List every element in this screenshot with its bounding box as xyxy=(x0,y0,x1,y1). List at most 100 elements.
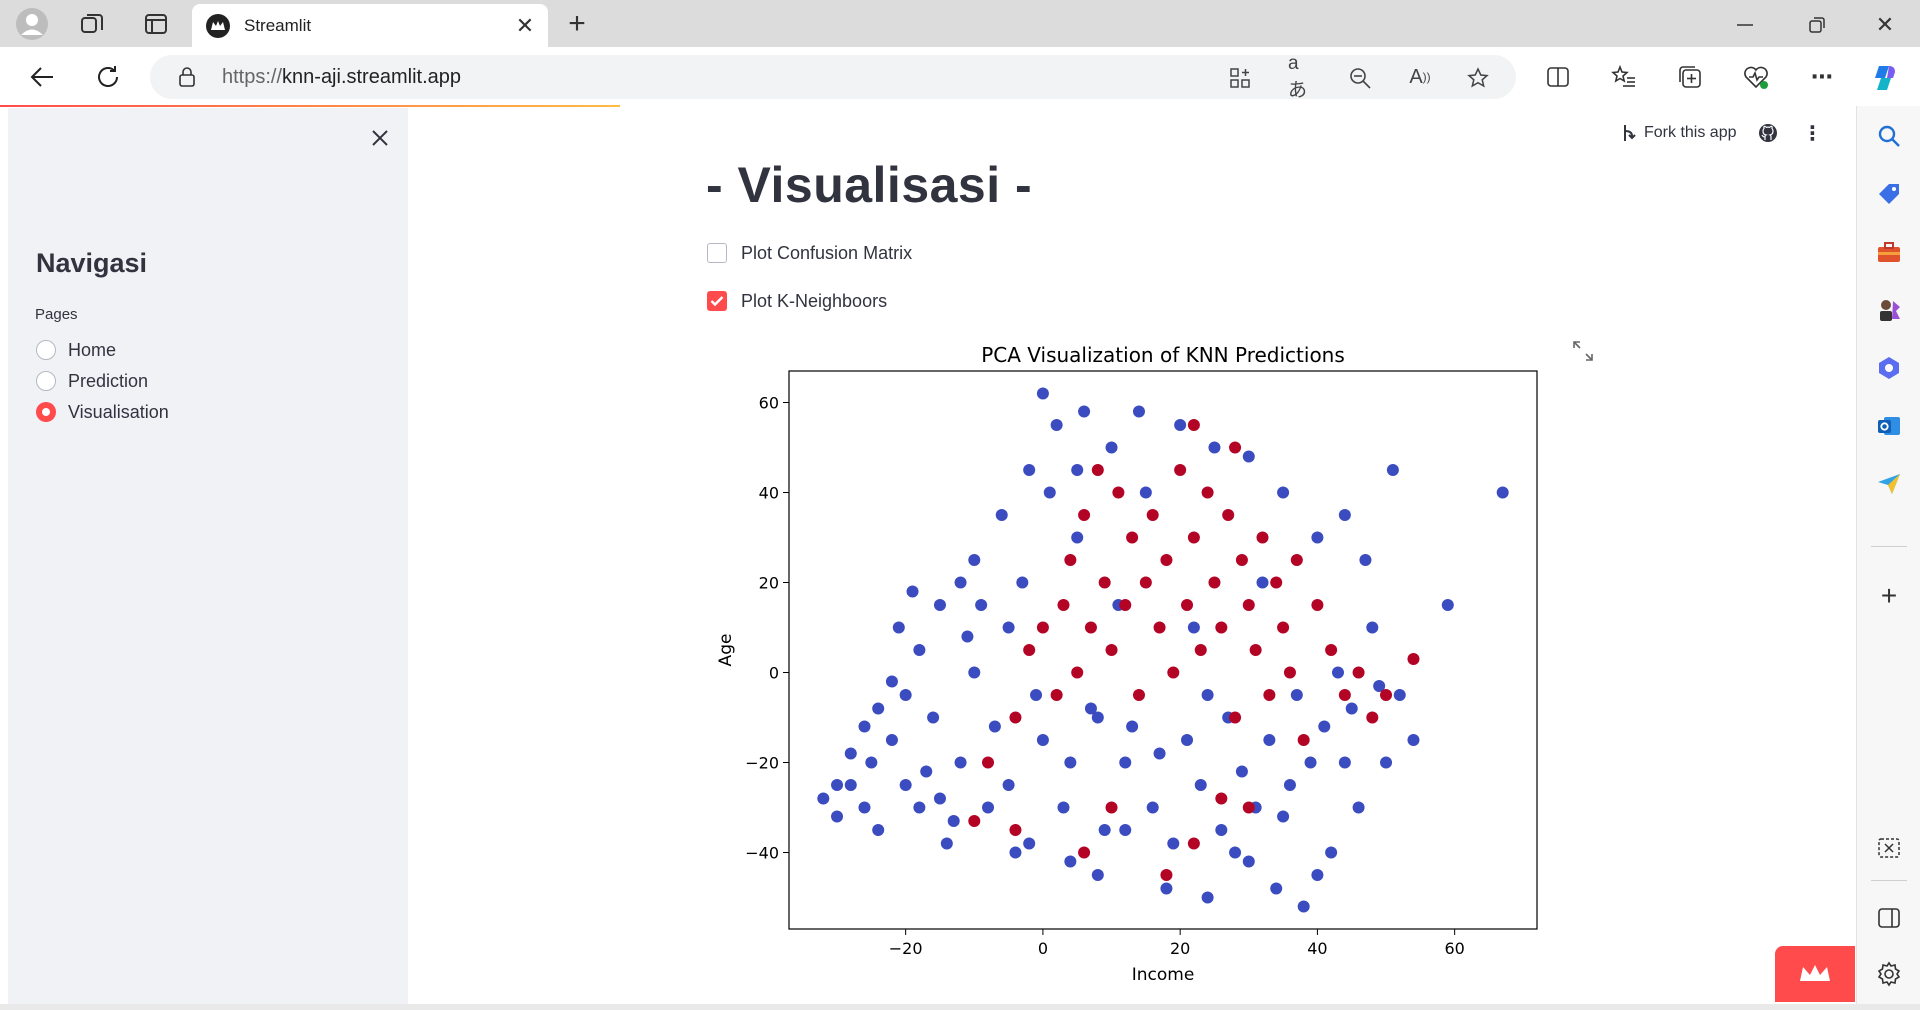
radio-circle[interactable] xyxy=(36,371,56,391)
tab-actions-icon[interactable] xyxy=(142,10,170,38)
data-point xyxy=(1050,419,1063,431)
url-text[interactable]: https://knn-aji.streamlit.app xyxy=(222,66,461,88)
data-point xyxy=(1078,846,1091,859)
close-window-icon[interactable]: ✕ xyxy=(1875,12,1895,37)
favorite-star-icon[interactable] xyxy=(1466,66,1490,90)
close-tab-icon[interactable]: ✕ xyxy=(515,13,535,38)
zoom-out-icon[interactable] xyxy=(1348,66,1372,90)
browser-essentials-icon[interactable] xyxy=(1742,63,1770,91)
data-point xyxy=(975,599,988,611)
data-point xyxy=(1380,689,1393,701)
data-point xyxy=(872,702,885,715)
radio-page-visualisation[interactable]: Visualisation xyxy=(36,399,169,425)
axes: −20 0 20 40 60 −40 −20 0 20 40 60 xyxy=(745,394,1465,959)
radio-page-prediction[interactable]: Prediction xyxy=(36,368,148,394)
data-point xyxy=(1249,644,1262,656)
data-point xyxy=(1153,747,1166,760)
data-point xyxy=(1229,846,1242,859)
more-options-icon[interactable]: ⋯ xyxy=(1811,64,1833,89)
restore-icon[interactable] xyxy=(1802,10,1832,40)
data-point xyxy=(1174,464,1187,476)
data-point xyxy=(1009,711,1022,724)
data-point xyxy=(968,666,981,679)
hide-sidebar-icon[interactable] xyxy=(1873,902,1905,934)
scatter-points xyxy=(817,387,1509,913)
data-point xyxy=(1352,801,1365,814)
data-point xyxy=(865,756,878,769)
data-point xyxy=(1071,464,1084,476)
data-point xyxy=(1139,486,1152,499)
search-icon[interactable] xyxy=(1873,120,1905,152)
add-app-icon[interactable]: + xyxy=(1880,580,1898,611)
checkbox-confusion-matrix[interactable]: Plot Confusion Matrix xyxy=(707,240,912,266)
data-point xyxy=(899,779,912,791)
checkbox-box[interactable] xyxy=(707,243,727,263)
data-point xyxy=(885,734,898,746)
new-tab-icon[interactable]: + xyxy=(568,7,586,40)
favorites-icon[interactable] xyxy=(1610,63,1638,91)
app-available-icon[interactable] xyxy=(1228,66,1252,90)
data-point xyxy=(1277,621,1290,634)
x-tick-label: 60 xyxy=(1444,939,1464,958)
shopping-tag-icon[interactable] xyxy=(1873,178,1905,210)
data-point xyxy=(920,765,933,778)
data-point xyxy=(1084,702,1097,715)
drop-send-icon[interactable] xyxy=(1873,468,1905,500)
data-point xyxy=(933,792,946,805)
plot-frame xyxy=(788,370,1538,930)
data-point xyxy=(1407,734,1420,746)
refresh-icon[interactable] xyxy=(92,61,124,93)
settings-gear-icon[interactable] xyxy=(1873,958,1905,990)
radio-circle[interactable] xyxy=(36,340,56,360)
collections-icon[interactable] xyxy=(1676,63,1704,91)
data-point xyxy=(831,810,844,823)
main-menu-icon[interactable]: ⋮ xyxy=(1802,122,1823,145)
microsoft-365-icon[interactable] xyxy=(1873,352,1905,384)
data-point xyxy=(1325,846,1338,859)
data-point xyxy=(1270,882,1283,895)
data-point xyxy=(1194,644,1207,656)
data-point xyxy=(1009,846,1022,859)
games-icon[interactable] xyxy=(1873,294,1905,326)
tools-icon[interactable] xyxy=(1873,236,1905,268)
edge-sidebar-separator xyxy=(1871,546,1907,547)
data-point xyxy=(1146,509,1159,521)
data-point xyxy=(1297,734,1310,746)
data-point xyxy=(1160,554,1173,566)
fork-icon xyxy=(1624,125,1636,141)
split-screen-icon[interactable] xyxy=(1544,63,1572,91)
close-sidebar-icon[interactable] xyxy=(366,124,394,152)
address-bar[interactable]: https://knn-aji.streamlit.app aあ A)) xyxy=(150,52,1516,101)
radio-page-home[interactable]: Home xyxy=(36,337,116,363)
translate-icon[interactable]: aあ xyxy=(1288,52,1308,101)
data-point xyxy=(1235,765,1248,778)
data-point xyxy=(1229,711,1242,724)
data-point xyxy=(968,815,981,827)
workspaces-icon[interactable] xyxy=(78,10,106,38)
data-point xyxy=(1338,509,1351,521)
minimize-icon[interactable] xyxy=(1730,10,1760,40)
bottom-scroll-bar xyxy=(0,1004,1920,1010)
read-aloud-icon[interactable]: A)) xyxy=(1409,65,1431,88)
radio-circle-selected[interactable] xyxy=(36,402,56,422)
data-point xyxy=(1215,621,1228,634)
data-point xyxy=(1290,689,1303,701)
data-point xyxy=(947,815,960,827)
checkbox-box-checked[interactable] xyxy=(707,291,727,311)
streamlit-deploy-button[interactable] xyxy=(1775,946,1855,1002)
copilot-icon[interactable] xyxy=(1868,61,1902,95)
data-point xyxy=(1105,644,1118,656)
data-point xyxy=(1098,824,1111,836)
screenshot-icon[interactable] xyxy=(1873,832,1905,864)
checkbox-k-neighboors[interactable]: Plot K-Neighboors xyxy=(707,288,887,314)
github-icon[interactable] xyxy=(1758,123,1778,143)
data-point xyxy=(892,621,905,634)
profile-icon[interactable] xyxy=(14,6,50,42)
fullscreen-expand-icon[interactable] xyxy=(1572,340,1594,362)
active-tab[interactable]: Streamlit ✕ xyxy=(192,4,548,47)
lock-icon[interactable] xyxy=(176,66,198,88)
back-icon[interactable] xyxy=(26,61,58,93)
fork-button[interactable]: Fork this app xyxy=(1620,123,1736,143)
data-point xyxy=(1338,756,1351,769)
outlook-icon[interactable] xyxy=(1873,410,1905,442)
